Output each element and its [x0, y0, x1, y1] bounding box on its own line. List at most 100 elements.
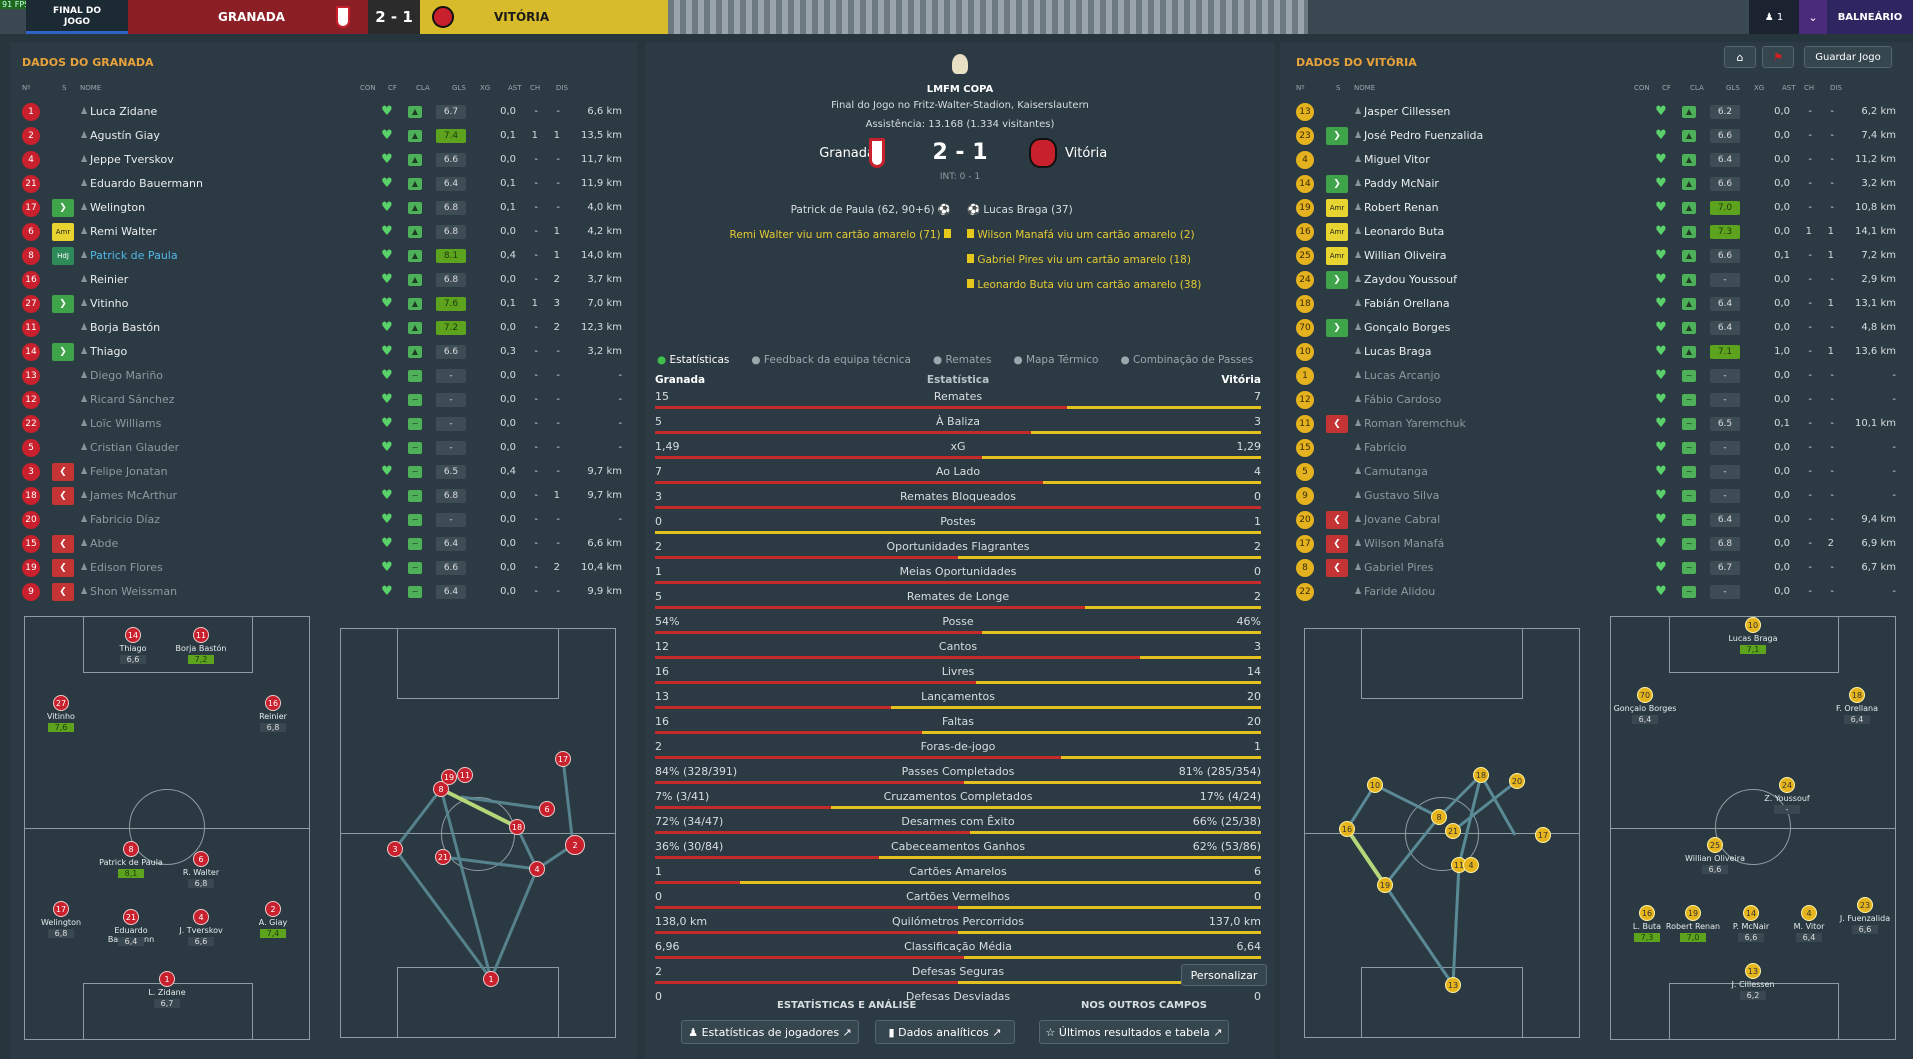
player-row[interactable]: 12 ♟ Ricard Sánchez ♥ − - 0,0 - - - — [22, 388, 622, 411]
player-name[interactable]: Gustavo Silva — [1364, 489, 1440, 502]
player-row[interactable]: 20 ❮ ♟ Jovane Cabral ♥ − 6.4 0,0 - - 9,4 km — [1296, 508, 1896, 531]
player-name[interactable]: Ricard Sánchez — [90, 393, 175, 406]
chevron-down-icon[interactable]: ⌄ — [1799, 0, 1827, 34]
save-game-button[interactable]: Guardar Jogo — [1804, 46, 1892, 68]
formation-player-marker[interactable]: 14 — [1743, 905, 1759, 921]
player-name[interactable]: Jeppe Tverskov — [90, 153, 174, 166]
formation-player-marker[interactable]: 19 — [1685, 905, 1701, 921]
formation-player-marker[interactable]: 10 — [1745, 617, 1761, 633]
tab-statistics[interactable]: ● Estatísticas — [657, 354, 730, 366]
player-row[interactable]: 1 ♟ Luca Zidane ♥ ▲ 6.7 0,0 - - 6,6 km — [22, 100, 622, 123]
player-row[interactable]: 27 ❯ ♟ Vitinho ♥ ▲ 7.6 0,1 1 3 7,0 km — [22, 292, 622, 315]
player-row[interactable]: 9 ♟ Gustavo Silva ♥ − - 0,0 - - - — [1296, 484, 1896, 507]
player-row[interactable]: 18 ❮ ♟ James McArthur ♥ − 6.8 0,0 - 1 9,7 km — [22, 484, 622, 507]
player-row[interactable]: 5 ♟ Cristian Glauder ♥ − - 0,0 - - - — [22, 436, 622, 459]
location-button[interactable]: BALNEÁRIO — [1827, 0, 1913, 34]
player-row[interactable]: 8 HdJ ♟ Patrick de Paula ♥ ▲ 8.1 0,4 - 1 14,0 km — [22, 244, 622, 267]
player-name[interactable]: Shon Weissman — [90, 585, 178, 598]
player-name[interactable]: Jovane Cabral — [1364, 513, 1441, 526]
formation-player-marker[interactable]: 16 — [1639, 905, 1655, 921]
formation-player-marker[interactable]: 16 — [265, 695, 281, 711]
player-name[interactable]: Zaydou Youssouf — [1364, 273, 1457, 286]
player-row[interactable]: 17 ❯ ♟ Welington ♥ ▲ 6.8 0,1 - - 4,0 km — [22, 196, 622, 219]
player-name[interactable]: Eduardo Bauermann — [90, 177, 203, 190]
player-row[interactable]: 15 ♟ Fabrício ♥ − - 0,0 - - - — [1296, 436, 1896, 459]
formation-player-marker[interactable]: 27 — [53, 695, 69, 711]
player-name[interactable]: Remi Walter — [90, 225, 157, 238]
customize-button[interactable]: Personalizar — [1181, 964, 1267, 986]
player-row[interactable]: 10 ♟ Lucas Braga ♥ ▲ 7.1 1,0 - 1 13,6 km — [1296, 340, 1896, 363]
formation-player-marker[interactable]: 14 — [125, 627, 141, 643]
formation-player-marker[interactable]: 13 — [1745, 963, 1761, 979]
player-row[interactable]: 16 Amr ♟ Leonardo Buta ♥ ▲ 7.3 0,0 1 1 14,1 km — [1296, 220, 1896, 243]
player-row[interactable]: 13 ♟ Jasper Cillessen ♥ ▲ 6.2 0,0 - - 6,2 km — [1296, 100, 1896, 123]
player-row[interactable]: 23 ❯ ♟ José Pedro Fuenzalida ♥ ▲ 6.6 0,0 - - 7,4 k… — [1296, 124, 1896, 147]
player-name[interactable]: Lucas Braga — [1364, 345, 1432, 358]
player-stats-button[interactable]: ♟ Estatísticas de jogadores ↗ — [681, 1020, 859, 1044]
player-row[interactable]: 22 ♟ Faride Alidou ♥ − - 0,0 - - - — [1296, 580, 1896, 603]
player-name[interactable]: Jasper Cillessen — [1364, 105, 1451, 118]
player-row[interactable]: 14 ❯ ♟ Thiago ♥ ▲ 6.6 0,3 - - 3,2 km — [22, 340, 622, 363]
player-row[interactable]: 19 Amr ♟ Robert Renan ♥ ▲ 7.0 0,0 - - 10,8 km — [1296, 196, 1896, 219]
player-name[interactable]: Roman Yaremchuk — [1364, 417, 1466, 430]
player-row[interactable]: 16 ♟ Reinier ♥ ▲ 6.8 0,0 - 2 3,7 km — [22, 268, 622, 291]
player-row[interactable]: 14 ❯ ♟ Paddy McNair ♥ ▲ 6.6 0,0 - - 3,2 km — [1296, 172, 1896, 195]
player-row[interactable]: 5 ♟ Camutanga ♥ − - 0,0 - - - — [1296, 460, 1896, 483]
player-name[interactable]: Wilson Manafá — [1364, 537, 1445, 550]
formation-player-marker[interactable]: 8 — [123, 841, 139, 857]
player-name[interactable]: Abde — [90, 537, 119, 550]
player-row[interactable]: 12 ♟ Fábio Cardoso ♥ − - 0,0 - - - — [1296, 388, 1896, 411]
player-row[interactable]: 11 ♟ Borja Bastón ♥ ▲ 7.2 0,0 - 2 12,3 km — [22, 316, 622, 339]
player-row[interactable]: 3 ❮ ♟ Felipe Jonatan ♥ − 6.5 0,4 - - 9,7 km — [22, 460, 622, 483]
player-name[interactable]: Fabricio Díaz — [90, 513, 160, 526]
player-name[interactable]: Vitinho — [90, 297, 129, 310]
player-row[interactable]: 19 ❮ ♟ Edison Flores ♥ − 6.6 0,0 - 2 10,4 km — [22, 556, 622, 579]
formation-player-marker[interactable]: 24 — [1779, 777, 1795, 793]
formation-player-marker[interactable]: 1 — [159, 971, 175, 987]
player-name[interactable]: José Pedro Fuenzalida — [1364, 129, 1484, 142]
player-row[interactable]: 1 ♟ Lucas Arcanjo ♥ − - 0,0 - - - — [1296, 364, 1896, 387]
formation-player-marker[interactable]: 6 — [193, 851, 209, 867]
player-name[interactable]: Edison Flores — [90, 561, 163, 574]
player-row[interactable]: 13 ♟ Diego Mariño ♥ − - 0,0 - - - — [22, 364, 622, 387]
player-name[interactable]: Fabrício — [1364, 441, 1407, 454]
player-name[interactable]: Fabián Orellana — [1364, 297, 1450, 310]
player-name[interactable]: Paddy McNair — [1364, 177, 1439, 190]
player-name[interactable]: Miguel Vitor — [1364, 153, 1430, 166]
player-row[interactable]: 11 ❮ ♟ Roman Yaremchuk ♥ − 6.5 0,1 - - 10,1 km — [1296, 412, 1896, 435]
player-name[interactable]: Cristian Glauder — [90, 441, 180, 454]
formation-player-marker[interactable]: 4 — [1801, 905, 1817, 921]
player-name[interactable]: Agustín Giay — [90, 129, 160, 142]
formation-player-marker[interactable]: 21 — [123, 909, 139, 925]
tab-heat-map[interactable]: ● Mapa Térmico — [1013, 354, 1099, 366]
flag-icon[interactable]: ⚑ — [1762, 46, 1794, 68]
player-row[interactable]: 4 ♟ Jeppe Tverskov ♥ ▲ 6.6 0,0 - - 11,7 km — [22, 148, 622, 171]
player-row[interactable]: 25 Amr ♟ Willian Oliveira ♥ ▲ 6.6 0,1 - 1 7,2 km — [1296, 244, 1896, 267]
formation-player-marker[interactable]: 70 — [1637, 687, 1653, 703]
tab-staff-feedback[interactable]: ● Feedback da equipa técnica — [751, 354, 911, 366]
player-row[interactable]: 15 ❮ ♟ Abde ♥ − 6.4 0,0 - - 6,6 km — [22, 532, 622, 555]
formation-player-marker[interactable]: 11 — [193, 627, 209, 643]
home-icon[interactable]: ⌂ — [1724, 46, 1756, 68]
player-name[interactable]: Welington — [90, 201, 146, 214]
player-name[interactable]: Thiago — [90, 345, 128, 358]
analytics-button[interactable]: ▮ Dados analíticos ↗ — [875, 1020, 1015, 1044]
player-name[interactable]: Borja Bastón — [90, 321, 161, 334]
player-row[interactable]: 70 ❯ ♟ Gonçalo Borges ♥ ▲ 6.4 0,0 - - 4,8 km — [1296, 316, 1896, 339]
player-row[interactable]: 20 ♟ Fabricio Díaz ♥ − - 0,0 - - - — [22, 508, 622, 531]
player-name[interactable]: Lucas Arcanjo — [1364, 369, 1441, 382]
player-name[interactable]: Gabriel Pires — [1364, 561, 1434, 574]
player-name[interactable]: James McArthur — [90, 489, 178, 502]
player-row[interactable]: 21 ♟ Eduardo Bauermann ♥ ▲ 6.4 0,1 - - 11,9 km — [22, 172, 622, 195]
tab-pass-combinations[interactable]: ● Combinação de Passes — [1120, 354, 1254, 366]
formation-player-marker[interactable]: 17 — [53, 901, 69, 917]
player-row[interactable]: 6 Amr ♟ Remi Walter ♥ ▲ 6.8 0,0 - 1 4,2 km — [22, 220, 622, 243]
player-name[interactable]: Luca Zidane — [90, 105, 158, 118]
player-row[interactable]: 24 ❯ ♟ Zaydou Youssouf ♥ ▲ - 0,0 - - 2,9 km — [1296, 268, 1896, 291]
formation-player-marker[interactable]: 18 — [1849, 687, 1865, 703]
player-row[interactable]: 9 ❮ ♟ Shon Weissman ♥ − 6.4 0,0 - - 9,9 km — [22, 580, 622, 603]
formation-player-marker[interactable]: 4 — [193, 909, 209, 925]
player-name[interactable]: Loïc Williams — [90, 417, 162, 430]
user-count[interactable]: ♟ 1 — [1749, 0, 1799, 34]
formation-player-marker[interactable]: 23 — [1857, 897, 1873, 913]
